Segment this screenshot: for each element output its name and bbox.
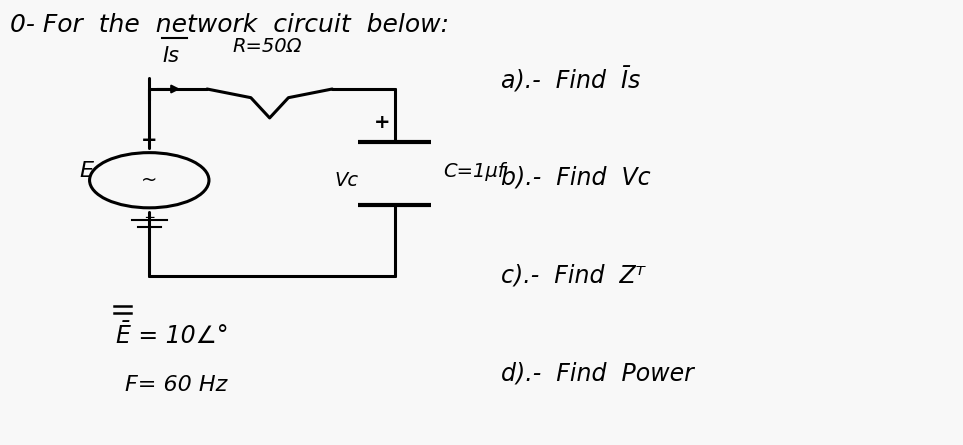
Text: +: + [141, 131, 158, 150]
Text: F= 60 Hz: F= 60 Hz [125, 375, 227, 395]
Text: c).-  Find  Zᵀ: c).- Find Zᵀ [501, 264, 644, 288]
Text: a).-  Find  Īs: a).- Find Īs [501, 67, 640, 93]
Text: Vc: Vc [334, 171, 359, 190]
Text: 0- For  the  network  circuit  below:: 0- For the network circuit below: [10, 13, 449, 37]
Text: b).-  Find  Vc: b).- Find Vc [501, 166, 650, 190]
Text: Is: Is [163, 46, 180, 65]
Text: R=50Ω: R=50Ω [233, 37, 302, 56]
Text: ~: ~ [141, 171, 158, 190]
Text: d).-  Find  Power: d).- Find Power [501, 362, 693, 386]
Text: C=1μf: C=1μf [443, 162, 505, 181]
Text: E: E [80, 162, 93, 181]
Text: ─: ─ [145, 211, 153, 225]
Text: Ē = 10∠°: Ē = 10∠° [116, 324, 228, 348]
Text: +: + [374, 113, 391, 132]
